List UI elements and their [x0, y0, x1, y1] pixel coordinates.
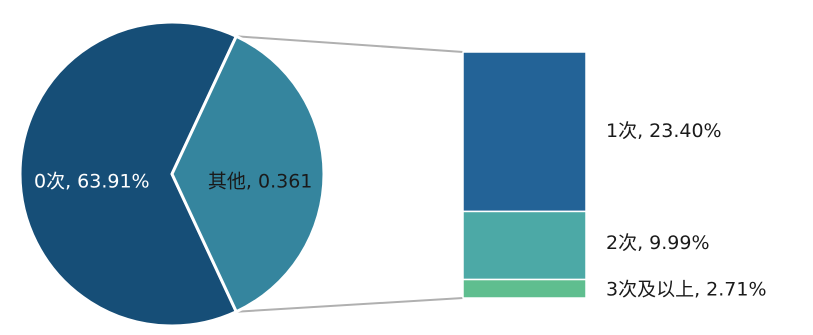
connector-line-top [236, 35, 464, 53]
breakdown-bar [462, 51, 587, 299]
data-label-2次: 2次, 9.99% [606, 232, 710, 254]
data-label-3次及以上: 3次及以上, 2.71% [606, 278, 767, 300]
bar-segment-3次及以上 [462, 278, 587, 299]
pie-slice-其他 [170, 34, 326, 314]
data-label-0次: 0次, 63.91% [34, 171, 150, 193]
connector-line-bottom [236, 297, 464, 313]
connector-lines [236, 35, 464, 313]
pie-slice-0次 [18, 20, 238, 328]
pie [18, 20, 326, 328]
data-label-1次: 1次, 23.40% [606, 120, 722, 142]
data-label-其他: 其他, 0.361 [208, 171, 312, 193]
bar-segment-1次 [462, 51, 587, 213]
data-labels: 0次, 63.91% 其他, 0.361 1次, 23.40% 2次, 9.99% 3次… [34, 120, 767, 300]
bar-segment-2次 [462, 210, 587, 281]
